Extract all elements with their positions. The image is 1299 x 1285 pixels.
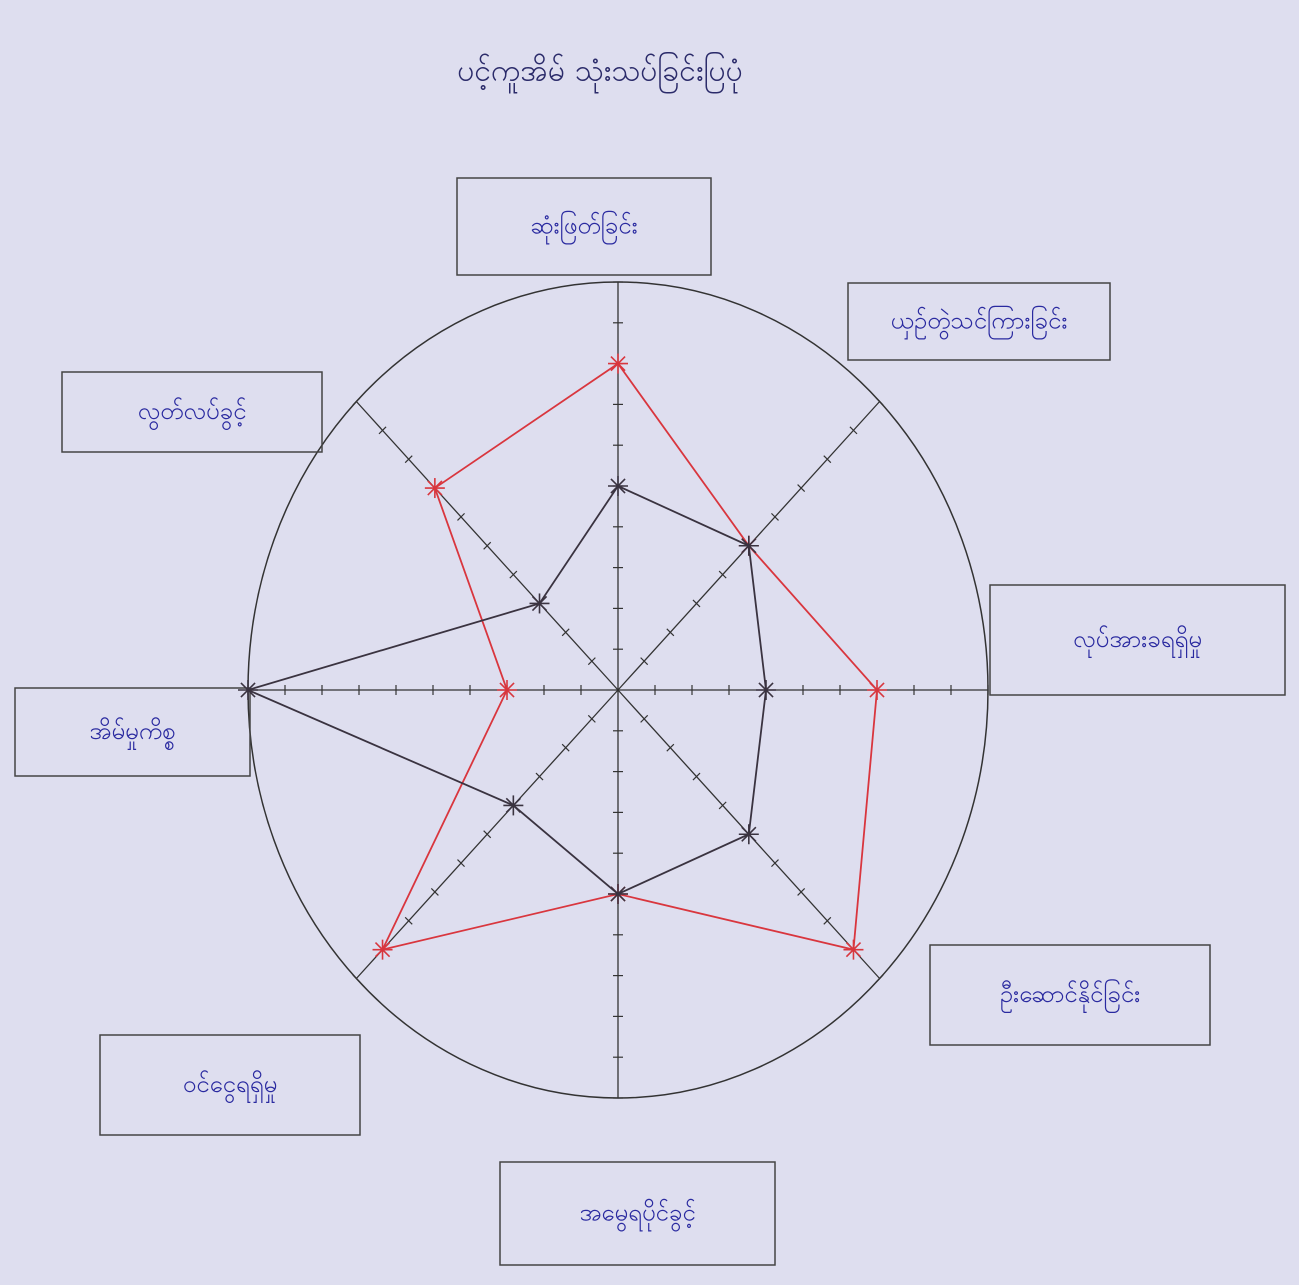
axis-label: ဦးဆောင်နိုင်ခြင်း	[1000, 978, 1141, 1013]
tick-mark	[483, 830, 492, 839]
asterisk-stroke	[741, 538, 757, 554]
asterisk-stroke	[741, 826, 757, 842]
tick-mark	[587, 714, 596, 723]
tick-mark	[352, 974, 361, 983]
tick-mark	[640, 714, 649, 723]
tick-mark	[666, 628, 675, 637]
axis-label: အိမ်မှုကိစ္စ	[89, 716, 175, 750]
tick-mark	[430, 887, 439, 896]
asterisk-stroke	[427, 480, 443, 496]
asterisk-stroke	[505, 797, 521, 814]
label-box	[929, 944, 1211, 1046]
data-point	[238, 680, 258, 700]
asterisk-stroke	[374, 942, 391, 958]
tick-mark	[875, 397, 884, 406]
axis-label: ဆုံးဖြတ်ခြင်း	[530, 210, 637, 245]
asterisk-stroke	[240, 682, 256, 698]
label-box	[14, 687, 251, 777]
data-point	[424, 478, 445, 499]
tick-mark	[457, 859, 465, 868]
tick-mark	[718, 801, 727, 810]
tick-mark	[823, 916, 832, 925]
tick-mark	[483, 541, 492, 550]
data-point	[497, 680, 517, 700]
data-point	[843, 939, 864, 960]
data-point	[756, 680, 776, 700]
tick-mark	[797, 887, 806, 896]
label-box	[499, 1161, 776, 1266]
asterisk-stroke	[610, 478, 626, 494]
data-point	[738, 824, 759, 845]
label-box	[456, 177, 712, 276]
label-box	[99, 1034, 361, 1136]
label-box	[989, 584, 1286, 696]
tick-mark	[404, 455, 413, 464]
asterisk-stroke	[758, 682, 774, 698]
tick-mark	[535, 772, 544, 781]
data-point	[738, 535, 759, 556]
asterisk-stroke	[610, 355, 626, 372]
data-point	[503, 795, 524, 816]
tick-mark	[692, 772, 701, 781]
tick-mark	[771, 859, 779, 868]
asterisk-stroke	[845, 942, 862, 958]
tick-mark	[509, 570, 518, 579]
tick-mark	[666, 743, 675, 752]
tick-mark	[561, 743, 570, 752]
tick-mark	[875, 974, 884, 983]
tick-mark	[771, 512, 779, 521]
tick-mark	[378, 426, 387, 435]
data-point	[529, 593, 550, 614]
tick-mark	[692, 599, 701, 608]
tick-mark	[352, 397, 361, 406]
tick-mark	[797, 484, 806, 493]
tick-mark	[404, 916, 413, 925]
asterisk-stroke	[869, 682, 885, 698]
data-point	[372, 939, 393, 960]
chart-title: ပင့်ကူအိမ် သုံးသပ်ခြင်းပြပုံ	[457, 52, 742, 95]
tick-mark	[823, 455, 832, 464]
tick-mark	[587, 657, 596, 666]
label-box	[847, 282, 1111, 361]
asterisk-stroke	[610, 886, 626, 902]
label-box	[61, 371, 323, 453]
tick-mark	[561, 628, 570, 637]
tick-mark	[457, 512, 465, 521]
data-point	[608, 884, 628, 904]
data-point	[867, 680, 887, 700]
tick-mark	[718, 570, 727, 579]
tick-mark	[640, 657, 649, 666]
tick-mark	[849, 426, 858, 435]
asterisk-stroke	[499, 682, 515, 698]
asterisk-stroke	[531, 595, 548, 612]
data-point	[608, 476, 628, 496]
data-point	[608, 353, 628, 374]
